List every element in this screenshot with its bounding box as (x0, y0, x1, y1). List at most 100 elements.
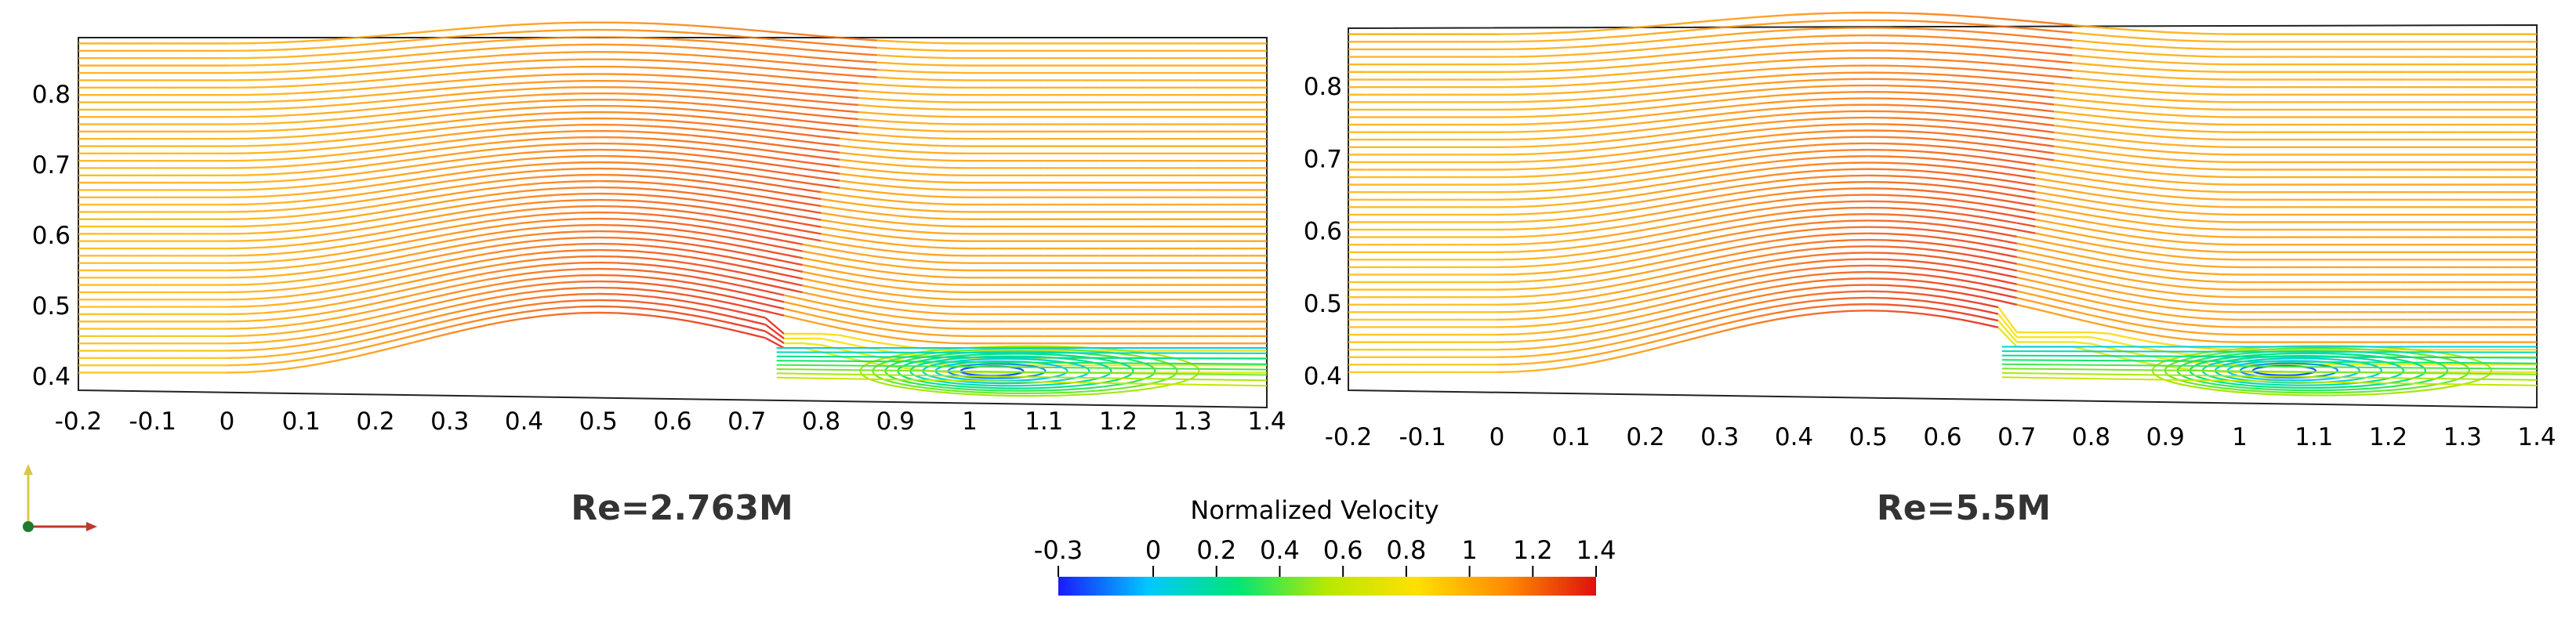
streamline-segment (449, 203, 469, 208)
streamline-segment (1979, 169, 1999, 174)
streamline-segment (1682, 246, 1702, 252)
streamline-segment (2016, 126, 2036, 132)
streamline-segment (691, 281, 710, 288)
streamline-segment (1738, 196, 1758, 201)
streamline-segment (858, 210, 877, 215)
streamline-segment (802, 181, 822, 187)
streamline-segment (301, 134, 321, 138)
streamline-segment (2183, 248, 2203, 252)
streamline-segment (1552, 254, 1572, 259)
streamline-segment (727, 131, 747, 136)
streamline-segment (672, 247, 691, 252)
streamline-segment (263, 41, 283, 44)
streamline-segment (840, 165, 859, 170)
streamline-segment (1738, 223, 1758, 228)
streamline-segment (1589, 263, 1609, 269)
streamline-segment (505, 298, 524, 303)
streamline-segment (1812, 188, 1831, 192)
streamline-segment (1571, 142, 1591, 146)
streamline-segment (616, 281, 636, 284)
streamline-segment (1719, 286, 1739, 292)
streamline-segment (746, 306, 766, 313)
streamline-segment (430, 80, 450, 84)
streamline-segment (1589, 212, 1609, 218)
streamline-segment (1571, 362, 1591, 368)
streamline-segment (746, 120, 766, 125)
streamline-segment (357, 281, 376, 288)
streamline-segment (840, 158, 859, 163)
streamline-segment (2146, 332, 2166, 338)
streamline-segment (802, 92, 822, 96)
streamline-segment (263, 85, 283, 89)
streamline-segment (1515, 168, 1534, 171)
streamline-segment (1979, 315, 1999, 322)
streamline-segment (263, 172, 283, 176)
streamline-segment (1812, 234, 1831, 237)
streamline-segment (672, 298, 691, 303)
streamline-segment (2146, 223, 2166, 227)
streamline-segment (727, 321, 748, 328)
streamline-segment (821, 170, 840, 175)
streamline-segment (635, 80, 655, 83)
streamline-segment (1997, 138, 2017, 143)
streamline-segment (338, 250, 357, 255)
streamline-segment (1589, 227, 1609, 232)
streamline-segment (524, 258, 543, 263)
streamline-segment (672, 139, 691, 143)
streamline-segment (2053, 292, 2073, 298)
streamline-segment (1627, 179, 1646, 183)
streamline-segment (1700, 317, 1721, 324)
streamline-segment (691, 256, 710, 262)
streamline-segment (1905, 156, 1925, 160)
streamline-segment (542, 111, 561, 115)
streamline-segment (895, 258, 915, 262)
streamline-segment (1589, 271, 1609, 277)
streamline-segment (746, 332, 766, 339)
streamline-segment (783, 273, 804, 280)
streamline-segment (876, 219, 896, 224)
streamline-segment (394, 287, 413, 294)
streamline-segment (1682, 218, 1702, 224)
streamline-segment (1700, 235, 1720, 241)
streamline-segment (858, 125, 877, 129)
streamline-segment (709, 311, 729, 317)
streamline-segment (1700, 324, 1721, 331)
streamline-segment (486, 301, 506, 307)
streamline-segment (672, 304, 691, 310)
streamline-segment (430, 273, 450, 279)
streamline-segment (1738, 242, 1758, 248)
streamline-segment (1812, 136, 1831, 140)
streamline-segment (2146, 310, 2166, 316)
streamline-segment (524, 295, 543, 301)
streamline-segment (2128, 227, 2147, 232)
streamline-segment (430, 206, 450, 212)
streamline-segment (2016, 174, 2036, 179)
streamline-segment (357, 337, 376, 343)
streamline-segment (2035, 170, 2055, 176)
streamline-segment (1719, 292, 1739, 299)
streamline-segment (1552, 247, 1572, 251)
streamline-segment (1719, 299, 1739, 306)
streamline-segment (1515, 310, 1534, 313)
streamline-segment (430, 299, 451, 306)
streamline-segment (1812, 252, 1831, 257)
streamline-segment (301, 363, 321, 368)
streamline-segment (1812, 278, 1831, 283)
streamline-segment (486, 288, 506, 294)
streamline-segment (2110, 159, 2129, 165)
streamline-segment (895, 330, 915, 335)
streamline-segment (2053, 194, 2073, 200)
streamline-segment (1682, 177, 1702, 183)
streamline-segment (2165, 262, 2185, 266)
streamline-segment (895, 214, 915, 219)
streamline-segment (468, 220, 488, 226)
streamline-segment (746, 252, 766, 259)
streamline-segment (2128, 241, 2147, 247)
streamline-segment (746, 114, 766, 118)
streamline-segment (2016, 283, 2036, 290)
streamline-segment (1533, 219, 1553, 223)
streamline-segment (1608, 318, 1627, 324)
streamline-segment (430, 153, 450, 158)
streamline-segment (375, 277, 394, 284)
streamline-segment (2165, 247, 2185, 251)
